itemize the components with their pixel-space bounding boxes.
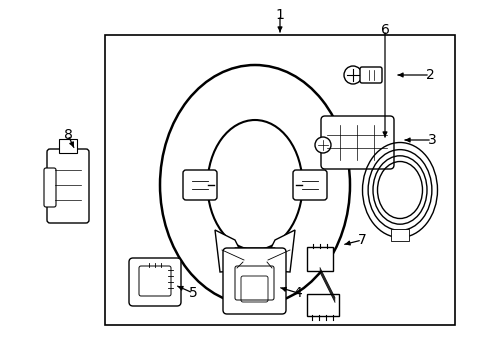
Ellipse shape (207, 120, 302, 250)
Ellipse shape (160, 65, 349, 305)
Polygon shape (235, 248, 274, 272)
FancyBboxPatch shape (235, 266, 273, 300)
FancyBboxPatch shape (59, 139, 77, 153)
FancyBboxPatch shape (320, 116, 393, 169)
Circle shape (343, 66, 361, 84)
FancyBboxPatch shape (129, 258, 181, 306)
Text: 7: 7 (357, 233, 366, 247)
FancyBboxPatch shape (306, 294, 338, 316)
Text: 3: 3 (427, 133, 435, 147)
FancyBboxPatch shape (223, 248, 285, 314)
Text: 2: 2 (425, 68, 433, 82)
FancyBboxPatch shape (306, 247, 332, 271)
Text: 4: 4 (293, 286, 302, 300)
Text: 8: 8 (63, 128, 72, 142)
Text: 1: 1 (275, 8, 284, 22)
FancyBboxPatch shape (47, 149, 89, 223)
Text: 5: 5 (188, 286, 197, 300)
Polygon shape (215, 230, 249, 272)
Text: 6: 6 (380, 23, 388, 37)
Bar (105, 35, 454, 325)
FancyBboxPatch shape (183, 170, 217, 200)
Circle shape (314, 137, 330, 153)
FancyBboxPatch shape (292, 170, 326, 200)
FancyBboxPatch shape (390, 229, 408, 241)
Polygon shape (260, 230, 294, 272)
FancyBboxPatch shape (359, 67, 381, 83)
FancyBboxPatch shape (44, 168, 56, 207)
